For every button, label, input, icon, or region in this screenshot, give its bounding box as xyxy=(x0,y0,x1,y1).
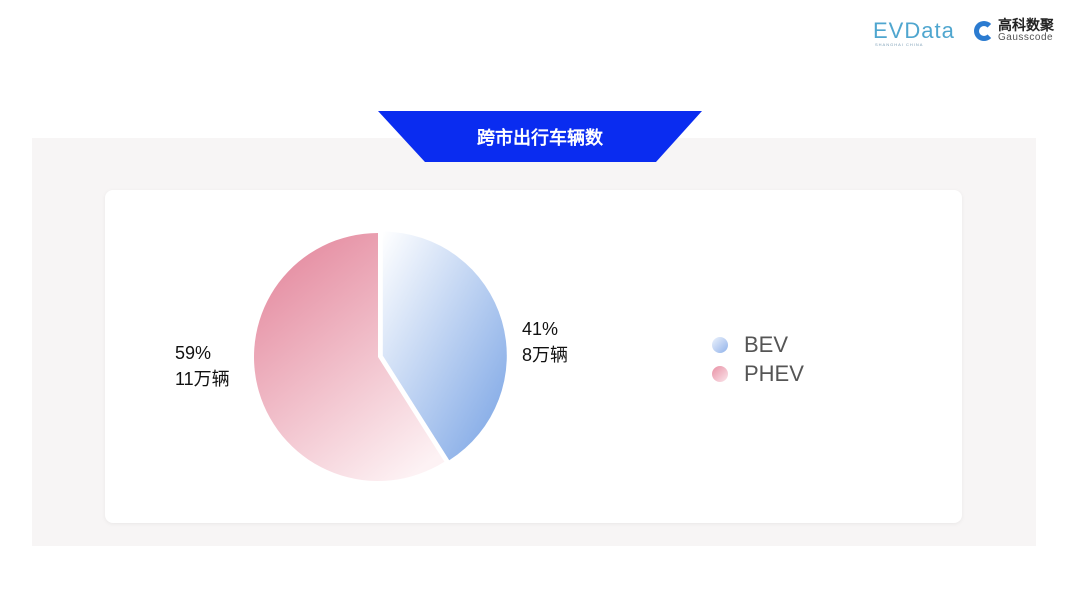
legend: BEV PHEV xyxy=(712,330,804,388)
chart-title: 跨市出行车辆数 xyxy=(378,111,702,162)
bev-percent-label: 41% xyxy=(522,319,559,339)
gausscode-en: Gausscode xyxy=(998,32,1054,43)
pie-slice-phev[interactable] xyxy=(253,233,445,482)
phev-legend-marker xyxy=(712,365,728,382)
evdata-logo: EVData SHANGHAI CHINA xyxy=(873,18,955,47)
bev-data-label: 41% 8万辆 xyxy=(522,316,568,368)
legend-item-phev[interactable]: PHEV xyxy=(712,359,804,388)
evdata-logo-text: EVData xyxy=(873,18,955,43)
legend-item-bev[interactable]: BEV xyxy=(712,330,804,359)
evdata-logo-sub: SHANGHAI CHINA xyxy=(875,42,924,47)
gausscode-cn: 高科数聚 xyxy=(998,17,1054,33)
bev-legend-marker xyxy=(712,336,728,353)
legend-label-bev: BEV xyxy=(744,331,789,357)
bev-value-label: 8万辆 xyxy=(522,345,569,365)
phev-percent-label: 59% xyxy=(175,343,212,363)
legend-label-phev: PHEV xyxy=(744,360,804,386)
chart-card xyxy=(105,190,962,523)
gausscode-mark-icon xyxy=(974,20,994,41)
phev-value-label: 11万辆 xyxy=(175,369,230,389)
phev-data-label: 59% 11万辆 xyxy=(175,340,230,392)
pie-slice-bev[interactable] xyxy=(382,231,507,461)
gausscode-logo: 高科数聚 Gausscode xyxy=(974,18,1054,43)
